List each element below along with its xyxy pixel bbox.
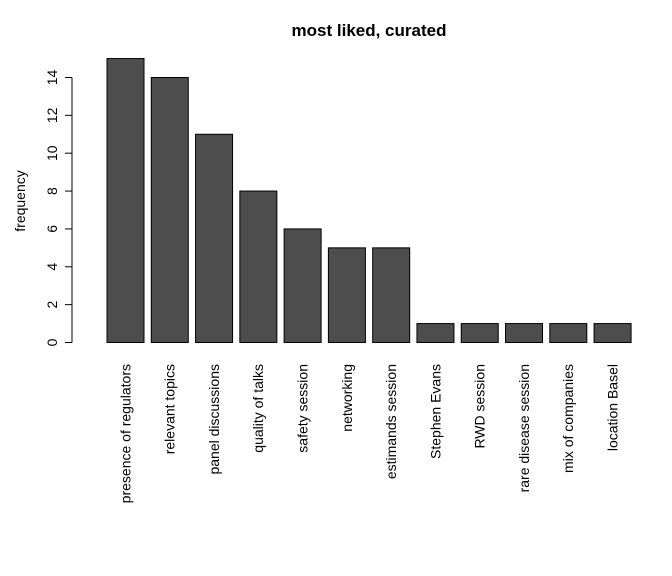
y-tick-label: 6 [44,225,60,233]
y-axis-title: frequency [12,170,28,231]
x-category-label: estimands session [383,364,399,479]
x-category-label: mix of companies [560,364,576,473]
bar [460,323,499,344]
y-tick-label: 10 [44,145,60,161]
y-tick-label: 12 [44,107,60,123]
bars-group [106,58,632,344]
category-labels: presence of regulators relevant topics pan… [117,364,620,503]
y-axis: 0 2 4 6 8 10 12 14 [44,69,73,346]
x-category-label: quality of talks [250,364,266,453]
bar [150,76,189,343]
x-category-label: safety session [295,364,311,453]
bar [283,228,322,343]
y-tick-label: 0 [44,338,60,346]
bar [416,323,455,344]
x-category-label: presence of regulators [117,364,133,503]
x-category-label: networking [339,364,355,432]
x-category-label: RWD session [472,364,488,449]
bar [593,323,632,344]
y-tick-label: 8 [44,187,60,195]
bar [239,190,278,343]
bar [106,58,145,344]
bar [549,323,588,344]
x-category-label: rare disease session [516,364,532,492]
x-category-label: relevant topics [162,364,178,454]
y-tick-label: 4 [44,263,60,271]
x-category-label: Stephen Evans [427,364,443,459]
chart-title: most liked, curated [292,21,447,40]
bar [505,323,544,344]
x-category-label: location Basel [604,364,620,451]
bar [195,133,234,343]
bar [327,247,366,344]
x-category-label: panel discussions [206,364,222,475]
y-tick-label: 14 [44,69,60,85]
y-tick-label: 2 [44,301,60,309]
bar [372,247,411,344]
